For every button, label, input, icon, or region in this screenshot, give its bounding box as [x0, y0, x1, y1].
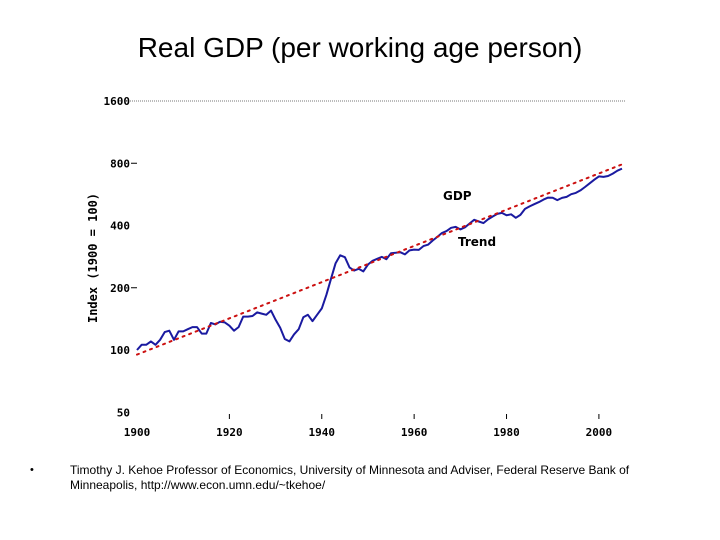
x-tick-label-1960: 1960 — [401, 426, 428, 439]
y-tick-label-400: 400 — [110, 220, 130, 233]
y-axis-label: Index (1900 = 100) — [86, 193, 100, 323]
trend-line — [136, 163, 623, 356]
slide-title: Real GDP (per working age person) — [137, 32, 583, 63]
footnote-bullet: • — [30, 464, 34, 476]
x-tick-label-1920: 1920 — [216, 426, 243, 439]
y-tick-label-800: 800 — [110, 157, 130, 170]
x-tick-label-1980: 1980 — [493, 426, 520, 439]
trend-annotation: Trend — [458, 235, 496, 249]
y-tick-label-200: 200 — [110, 282, 130, 295]
tick-labels: 1600 800 400 200 100 50 1900 1920 1940 1960 1980 20… — [104, 95, 613, 439]
y-tick-label-50: 50 — [117, 406, 130, 419]
series-lines — [136, 163, 623, 356]
x-tick-label-1940: 1940 — [309, 426, 336, 439]
x-tick-label-1900: 1900 — [124, 426, 151, 439]
y-tick-label-100: 100 — [110, 344, 130, 357]
x-tick-label-2000: 2000 — [586, 426, 613, 439]
gdp-annotation: GDP — [443, 189, 472, 203]
footnote-text: Timothy J. Kehoe Professor of Economics,… — [70, 463, 630, 492]
gdp-chart: 1600 800 400 200 100 50 1900 1920 1940 1960 1980 20… — [86, 95, 625, 439]
y-tick-label-1600: 1600 — [104, 95, 131, 108]
